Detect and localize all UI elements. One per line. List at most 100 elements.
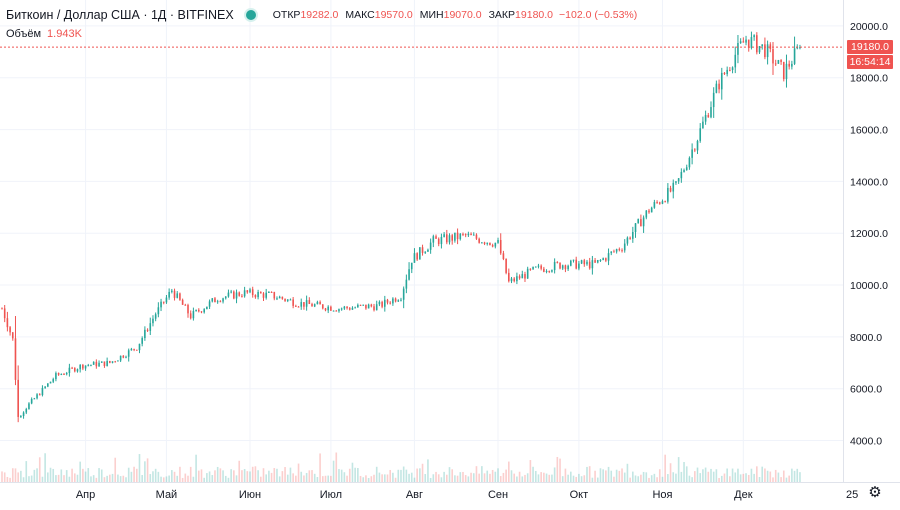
time-axis[interactable]: Апр Май Июн Июл Авг Сен Окт Ноя Дек 25 [0, 482, 900, 505]
candle-body [316, 301, 319, 305]
volume-bar [211, 475, 214, 482]
volume-bar [144, 461, 146, 482]
candle-body [187, 304, 189, 314]
volume-bar [632, 471, 634, 482]
candle-body [122, 355, 125, 358]
volume-bar [1, 471, 3, 482]
candle-body [375, 304, 378, 311]
candle-body [731, 67, 734, 70]
volume-bar [521, 476, 524, 482]
candle-body [596, 259, 599, 263]
candle-body [179, 293, 181, 300]
gear-icon[interactable]: ⚙ [868, 484, 882, 501]
candle-body [753, 35, 755, 38]
volume-bar [184, 473, 187, 482]
volume-bar [243, 469, 246, 482]
volume-bar [246, 471, 249, 482]
volume-bar [73, 473, 76, 482]
candle-body [257, 291, 259, 298]
volume-legend: Объём 1.943K [6, 28, 82, 40]
candle-body [413, 253, 416, 263]
volume-bar [373, 474, 375, 482]
candle-body [305, 300, 308, 307]
volume-bar [109, 474, 111, 482]
volume-bar [295, 475, 297, 482]
candle-body [303, 302, 305, 307]
candle-body [246, 290, 249, 293]
candle-body [238, 292, 241, 296]
volume-bar [675, 473, 677, 482]
candle-body [712, 92, 715, 108]
chart-plot-area[interactable] [0, 0, 843, 482]
volume-bar [591, 477, 594, 482]
volume-bar [138, 454, 141, 482]
price-axis[interactable]: 4000.0 6000.0 8000.0 10000.0 12000.0 14000.0 1… [843, 0, 900, 482]
candle-body [36, 394, 38, 399]
volume-bar [497, 468, 499, 482]
candle-body [230, 291, 232, 293]
candle-body [362, 304, 365, 306]
candle-body [416, 253, 418, 260]
candle-body [41, 387, 44, 396]
volume-bar [227, 477, 230, 482]
volume-bar [181, 477, 184, 482]
candle-body [699, 128, 702, 141]
symbol-title[interactable]: Биткоин / Доллар США · 1Д · BITFINEX [6, 8, 234, 22]
candle-body [25, 408, 28, 413]
volume-label: Объём [6, 28, 42, 40]
candle-body [408, 269, 410, 280]
candle-body [524, 274, 526, 279]
volume-bar [216, 466, 219, 482]
candle-body [125, 356, 127, 358]
volume-bar [510, 470, 513, 482]
volume-bar [432, 474, 435, 482]
volume-bar [481, 466, 483, 482]
candle-body [688, 157, 691, 168]
candle-body [653, 202, 656, 208]
candle-body [262, 293, 265, 298]
volume-bar [502, 472, 505, 482]
candle-body [764, 44, 766, 58]
candle-body [367, 304, 370, 309]
volume-bar [241, 470, 243, 482]
volume-bar [737, 468, 739, 482]
volume-bar [262, 468, 265, 482]
candle-body [28, 403, 30, 409]
volume-bar [785, 477, 788, 482]
volume-bar [429, 477, 432, 482]
volume-bar [435, 471, 437, 482]
candle-body [109, 360, 111, 363]
volume-bar [516, 476, 518, 482]
grid [0, 0, 843, 482]
price-chart[interactable] [0, 0, 843, 482]
candle-body [146, 329, 149, 331]
volume-bar [348, 468, 351, 482]
candle-body [683, 170, 685, 172]
volume-bar [206, 473, 208, 482]
candle-body [30, 398, 33, 404]
volume-bar [357, 467, 359, 482]
candle-body [782, 61, 785, 80]
candle-body [637, 219, 640, 224]
volume-bar [187, 475, 189, 482]
candle-body [286, 299, 289, 301]
volume-bar [370, 476, 373, 482]
time-tick-label: Авг [406, 489, 423, 501]
candle-body [494, 242, 497, 247]
volume-bar [233, 470, 235, 482]
candle-body [613, 251, 615, 253]
candle-body [38, 394, 41, 396]
candle-body [718, 83, 720, 90]
volume-bar [82, 468, 84, 482]
candle-body [224, 296, 227, 299]
volume-bar [33, 469, 36, 482]
candle-body [669, 187, 672, 192]
volume-bar [459, 472, 462, 482]
volume-bar [489, 473, 491, 482]
volume-bar [87, 468, 90, 482]
candle-body [650, 207, 653, 213]
candle-body [90, 364, 92, 366]
candle-body [551, 270, 553, 272]
candle-body [351, 307, 354, 310]
volume-bar [421, 463, 424, 482]
